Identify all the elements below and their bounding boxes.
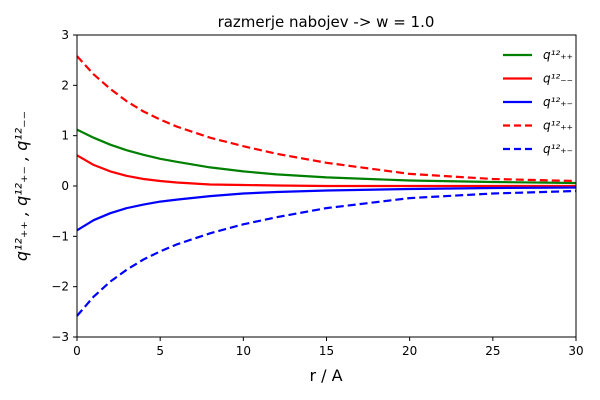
y-tick-label: −3 xyxy=(51,330,69,344)
plot-area xyxy=(76,55,577,317)
y-tick-label: 1 xyxy=(61,129,69,143)
x-axis-label: r / A xyxy=(309,366,342,385)
legend-label-3: q¹²₊₊ xyxy=(543,119,573,133)
series-line-1 xyxy=(76,154,576,188)
x-tick-label: 20 xyxy=(402,344,417,358)
x-tick-label: 30 xyxy=(568,344,583,358)
x-tick-label: 5 xyxy=(156,344,164,358)
y-tick-label: −2 xyxy=(51,280,69,294)
series-line-4 xyxy=(76,189,577,317)
x-tick-label: 15 xyxy=(319,344,334,358)
series-line-3 xyxy=(76,55,577,183)
y-tick-label: 0 xyxy=(61,179,69,193)
y-tick-label: 3 xyxy=(61,28,69,42)
y-tick-label: 2 xyxy=(61,78,69,92)
x-tick-label: 25 xyxy=(485,344,500,358)
x-axis: 0 5 10 15 20 25 30 xyxy=(73,337,584,358)
x-tick-label: 0 xyxy=(73,344,81,358)
legend-label-2: q¹²₊₋ xyxy=(543,95,573,109)
y-tick-label: −1 xyxy=(51,229,69,243)
series-line-0 xyxy=(76,128,577,185)
legend: q¹²₊₊ q¹²₋₋ q¹²₊₋ q¹²₊₊ q¹²₊₋ xyxy=(503,48,573,156)
y-axis: 3 2 1 0 −1 −2 −3 xyxy=(51,28,77,344)
y-axis-label: q¹²₊₊ , q¹²₊₋ , q¹²₋₋ xyxy=(12,111,31,261)
chart-title: razmerje nabojev -> w = 1.0 xyxy=(218,13,435,31)
legend-label-0: q¹²₊₊ xyxy=(543,48,573,62)
legend-label-1: q¹²₋₋ xyxy=(543,72,573,86)
legend-label-4: q¹²₊₋ xyxy=(543,142,573,156)
series-line-2 xyxy=(76,186,577,232)
x-tick-label: 10 xyxy=(236,344,251,358)
